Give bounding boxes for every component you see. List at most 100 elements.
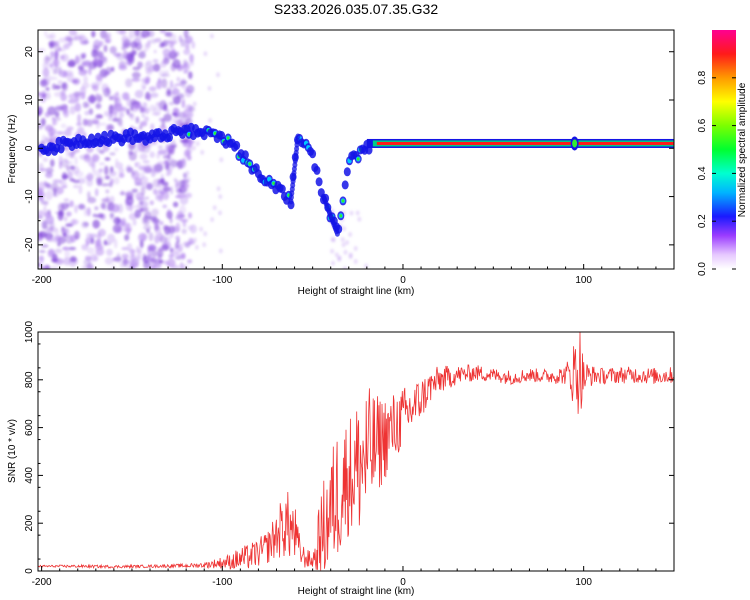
spectrogram-speckle-blob [126,108,130,115]
spectrogram-speckle [38,30,369,269]
spectrogram-speckle-blob [183,182,188,187]
spectrogram-speckle-blob [194,244,199,250]
spectrogram-speckle-blob [207,85,212,91]
spectrogram-speckle-blob [131,171,135,176]
spectrogram-speckle-blob [66,126,74,131]
spectrogram-track-blob [57,144,65,154]
snr-y-ticks: 0 200 400 600 800 1000 [24,320,674,574]
spectrogram-speckle-blob [54,50,59,58]
spectrogram-speckle-blob [78,203,86,210]
spectrogram-speckle-blob [95,114,103,119]
spectrogram-speckle-blob [91,118,99,124]
spectrogram-track-highlight [226,136,230,140]
spectrogram-track-highlight [187,132,191,136]
spectrogram-carrier-core [376,141,674,145]
spectrogram-speckle-blob [108,95,114,101]
spectrogram-x-ticks: -200 -100 0 100 [32,264,675,286]
spectrogram-speckle-blob [159,30,167,34]
spectrogram-speckle-blob [169,147,175,156]
spectrogram-speckle-blob [95,175,104,184]
spectrogram-speckle-blob [172,112,177,116]
spectrogram-speckle-blob [176,76,181,82]
spectrogram-speckle-blob [353,246,358,251]
spectrogram-speckle-blob [159,41,165,48]
spectrogram-speckle-blob [158,79,166,83]
spectrogram-track-blob [241,150,249,160]
spectrogram-speckle-blob [353,259,358,264]
spectrogram-speckle-blob [58,155,63,165]
spectrogram-speckle-blob [157,145,163,149]
spectrogram-speckle-blob [118,173,125,178]
spectrogram-speckle-blob [186,156,192,161]
spectrogram-speckle-blob [188,106,196,112]
spectrogram-speckle-blob [156,161,165,166]
spectrogram-track-highlight [213,131,217,135]
spectrogram-speckle-blob [159,220,164,226]
spectrogram-speckle-blob [64,35,72,42]
spectrogram-speckle-blob [216,72,220,78]
spectrogram-speckle-blob [189,53,194,63]
spectrogram-speckle-blob [121,247,129,251]
spectrogram-speckle-blob [144,116,149,123]
spectrogram-speckle-blob [91,49,98,58]
spectrogram-x-tick-label: -200 [32,275,52,286]
spectrogram-speckle-blob [120,190,124,196]
spectrogram-speckle-blob [69,165,75,171]
spectrogram-speckle-blob [161,117,166,128]
spectrogram-speckle-blob [158,259,164,264]
spectrogram-speckle-blob [147,249,153,259]
spectrogram-speckle-blob [84,119,89,126]
spectrogram-speckle-blob [45,92,51,100]
spectrogram-speckle-blob [86,61,94,65]
spectrogram-speckle-blob [65,211,72,217]
spectrogram-speckle-blob [348,254,353,260]
spectrogram-speckle-blob [134,148,138,154]
spectrogram-speckle-blob [136,197,146,202]
spectrogram-speckle-blob [175,235,181,240]
spectrogram-speckle-blob [150,257,157,264]
spectrogram-speckle-blob [54,117,61,121]
spectrogram-speckle-blob [149,92,159,98]
spectrogram-speckle-blob [91,30,96,38]
spectrogram-speckle-blob [119,111,125,118]
spectrogram-speckle-blob [101,70,111,76]
spectrogram-speckle-blob [355,210,360,216]
snr-y-tick-label: 200 [24,514,35,531]
spectrogram-speckle-blob [54,111,60,118]
spectrogram-speckle-blob [69,105,76,115]
spectrogram-x-tick-label: 100 [575,275,592,286]
spectrogram-speckle-blob [121,253,129,259]
spectrogram-speckle-blob [68,40,73,46]
spectrogram-speckle-blob [163,190,169,201]
spectrogram-speckle-blob [164,260,168,265]
spectrogram-speckle-blob [331,237,336,243]
spectrogram-track-blob [341,180,349,190]
spectrogram-speckle-blob [150,123,155,131]
spectrogram-speckle-blob [92,219,100,229]
spectrogram-speckle-blob [188,71,193,80]
spectrogram-speckle-blob [45,182,51,188]
spectrogram-speckle-blob [52,76,58,81]
spectrogram-speckle-blob [157,248,164,258]
spectrogram-speckle-blob [38,106,43,116]
spectrogram-speckle-blob [175,256,183,260]
spectrogram-speckle-blob [166,258,176,268]
spectrogram-speckle-blob [135,245,140,254]
spectrogram-track-blob [295,133,301,140]
spectrogram-speckle-blob [50,51,55,58]
spectrogram-speckle-blob [38,181,46,192]
spectrogram-speckle-blob [40,197,45,202]
spectrogram-speckle-blob [64,159,68,164]
spectrogram-speckle-blob [183,30,189,39]
spectrogram-speckle-blob [154,225,162,235]
spectrogram-speckle-blob [134,90,144,99]
spectrogram-speckle-blob [147,64,156,72]
spectrogram-speckle-blob [331,260,335,266]
spectrogram-speckle-blob [143,212,147,217]
spectrogram-speckle-blob [92,213,98,218]
spectrogram-speckle-blob [143,225,152,231]
spectrogram-speckle-blob [60,123,67,129]
spectrogram-speckle-blob [216,186,221,192]
spectrogram-speckle-blob [168,33,177,40]
spectrogram-track-highlight [339,214,343,218]
